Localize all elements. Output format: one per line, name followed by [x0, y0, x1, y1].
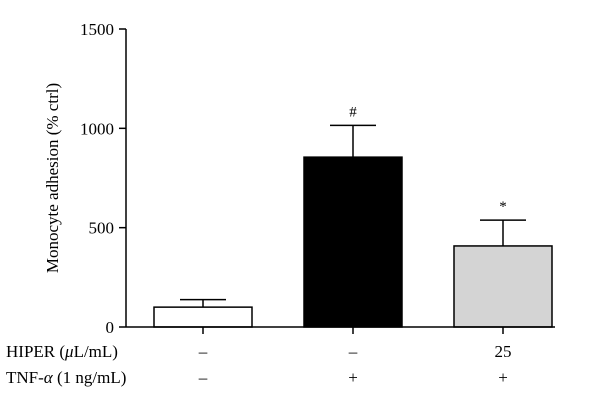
bar — [453, 245, 553, 328]
condition-value: + — [498, 368, 508, 387]
condition-value: – — [198, 368, 208, 387]
significance-marker: * — [499, 199, 507, 215]
condition-value: + — [348, 368, 358, 387]
y-axis-label: Monocyte adhesion (% ctrl) — [43, 83, 62, 273]
y-tick-label: 1500 — [80, 20, 114, 39]
significance-marker: # — [349, 104, 357, 120]
y-tick-label: 500 — [89, 219, 115, 238]
y-axis: 0 500 1000 1500 — [80, 20, 127, 337]
y-tick-label: 0 — [106, 318, 115, 337]
bar — [303, 156, 403, 328]
condition-value: – — [348, 342, 358, 361]
condition-value: – — [198, 342, 208, 361]
condition-label: TNF-α (1 ng/mL) — [6, 368, 126, 387]
x-axis — [126, 326, 555, 334]
condition-table: HIPER (μL/mL) – – 25 TNF-α (1 ng/mL) – + + — [6, 342, 512, 387]
condition-label: HIPER (μL/mL) — [6, 342, 118, 361]
bar — [153, 306, 253, 328]
condition-value: 25 — [495, 342, 512, 361]
y-tick-label: 1000 — [80, 119, 114, 138]
bars: #* — [153, 104, 553, 328]
